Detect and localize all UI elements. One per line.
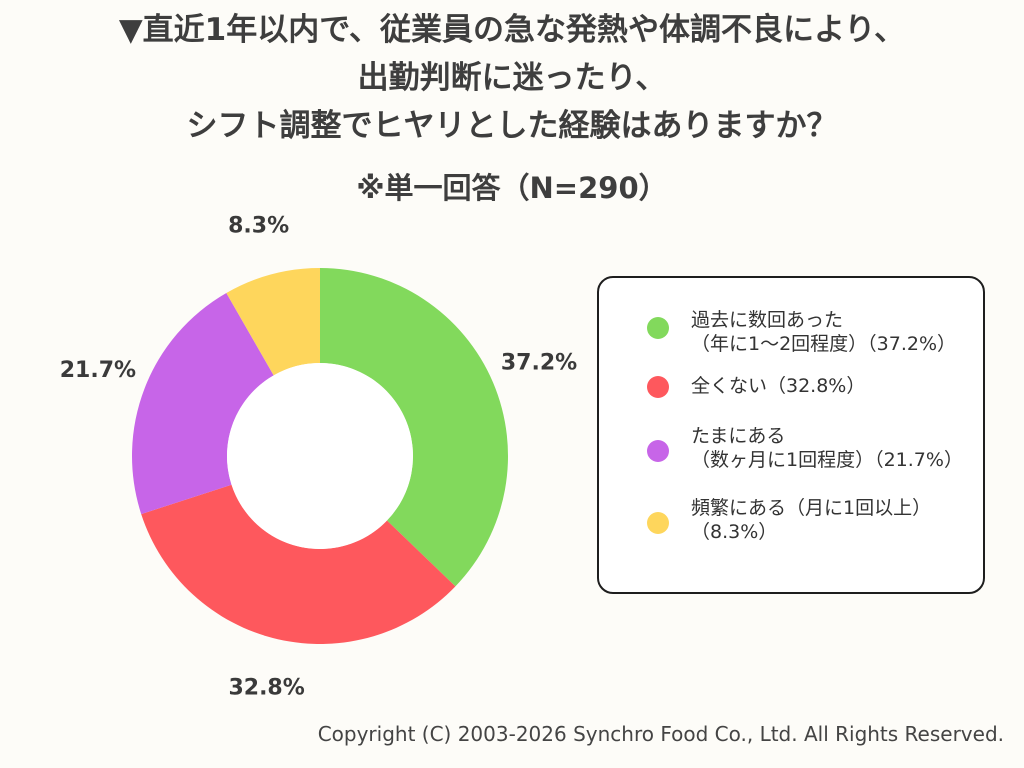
- legend-swatch-3: [647, 512, 669, 534]
- chart-title-line-1: ▼直近1年以内で、従業員の急な発熱や体調不良により、: [118, 12, 906, 48]
- legend-label-2-line-1: たまにある: [691, 425, 786, 447]
- slice-value-label-0: 37.2%: [501, 350, 577, 375]
- legend-swatch-0: [647, 317, 669, 339]
- legend-label-3-line-2: （8.3%）: [691, 521, 778, 543]
- legend-label-3: 頻繁にある（月に1回以上） （8.3%）: [691, 496, 931, 544]
- legend-label-3-line-1: 頻繁にある（月に1回以上）: [691, 497, 932, 519]
- donut-slice-2: [131, 292, 274, 515]
- donut-slice-0: [320, 268, 508, 587]
- legend-label-2-line-2: （数ヶ月に1回程度）（21.7%）: [691, 449, 963, 471]
- chart-subtitle: ※単一回答（N=290）: [356, 171, 668, 205]
- copyright-notice: Copyright (C) 2003-2026 Synchro Food Co.…: [317, 722, 1004, 746]
- slice-value-label-3: 8.3%: [228, 214, 289, 239]
- legend-swatch-1: [647, 376, 669, 398]
- chart-legend: 過去に数回あった （年に1〜2回程度）（37.2%） 全くない（32.8%） た…: [597, 276, 985, 594]
- legend-label-0-line-1: 過去に数回あった: [691, 309, 844, 331]
- donut-hole: [227, 363, 413, 549]
- slice-value-label-2: 21.7%: [60, 358, 136, 383]
- chart-title: ▼直近1年以内で、従業員の急な発熱や体調不良により、 出勤判断に迷ったり、 シフ…: [0, 6, 1024, 150]
- donut-slice-1: [141, 484, 456, 644]
- legend-label-0-line-2: （年に1〜2回程度）（37.2%）: [691, 333, 957, 355]
- chart-title-line-3: シフト調整でヒヤリとした経験はありますか？: [186, 108, 838, 144]
- donut-slice-3: [226, 268, 320, 376]
- chart-title-line-2: 出勤判断に迷ったり、: [357, 60, 667, 96]
- legend-label-1: 全くない（32.8%）: [691, 374, 865, 398]
- legend-label-1-line-1: 全くない（32.8%）: [691, 375, 866, 397]
- legend-label-0: 過去に数回あった （年に1〜2回程度）（37.2%）: [691, 308, 956, 356]
- legend-label-2: たまにある （数ヶ月に1回程度）（21.7%）: [691, 424, 963, 472]
- legend-swatch-2: [647, 440, 669, 462]
- slice-value-label-1: 32.8%: [228, 675, 304, 700]
